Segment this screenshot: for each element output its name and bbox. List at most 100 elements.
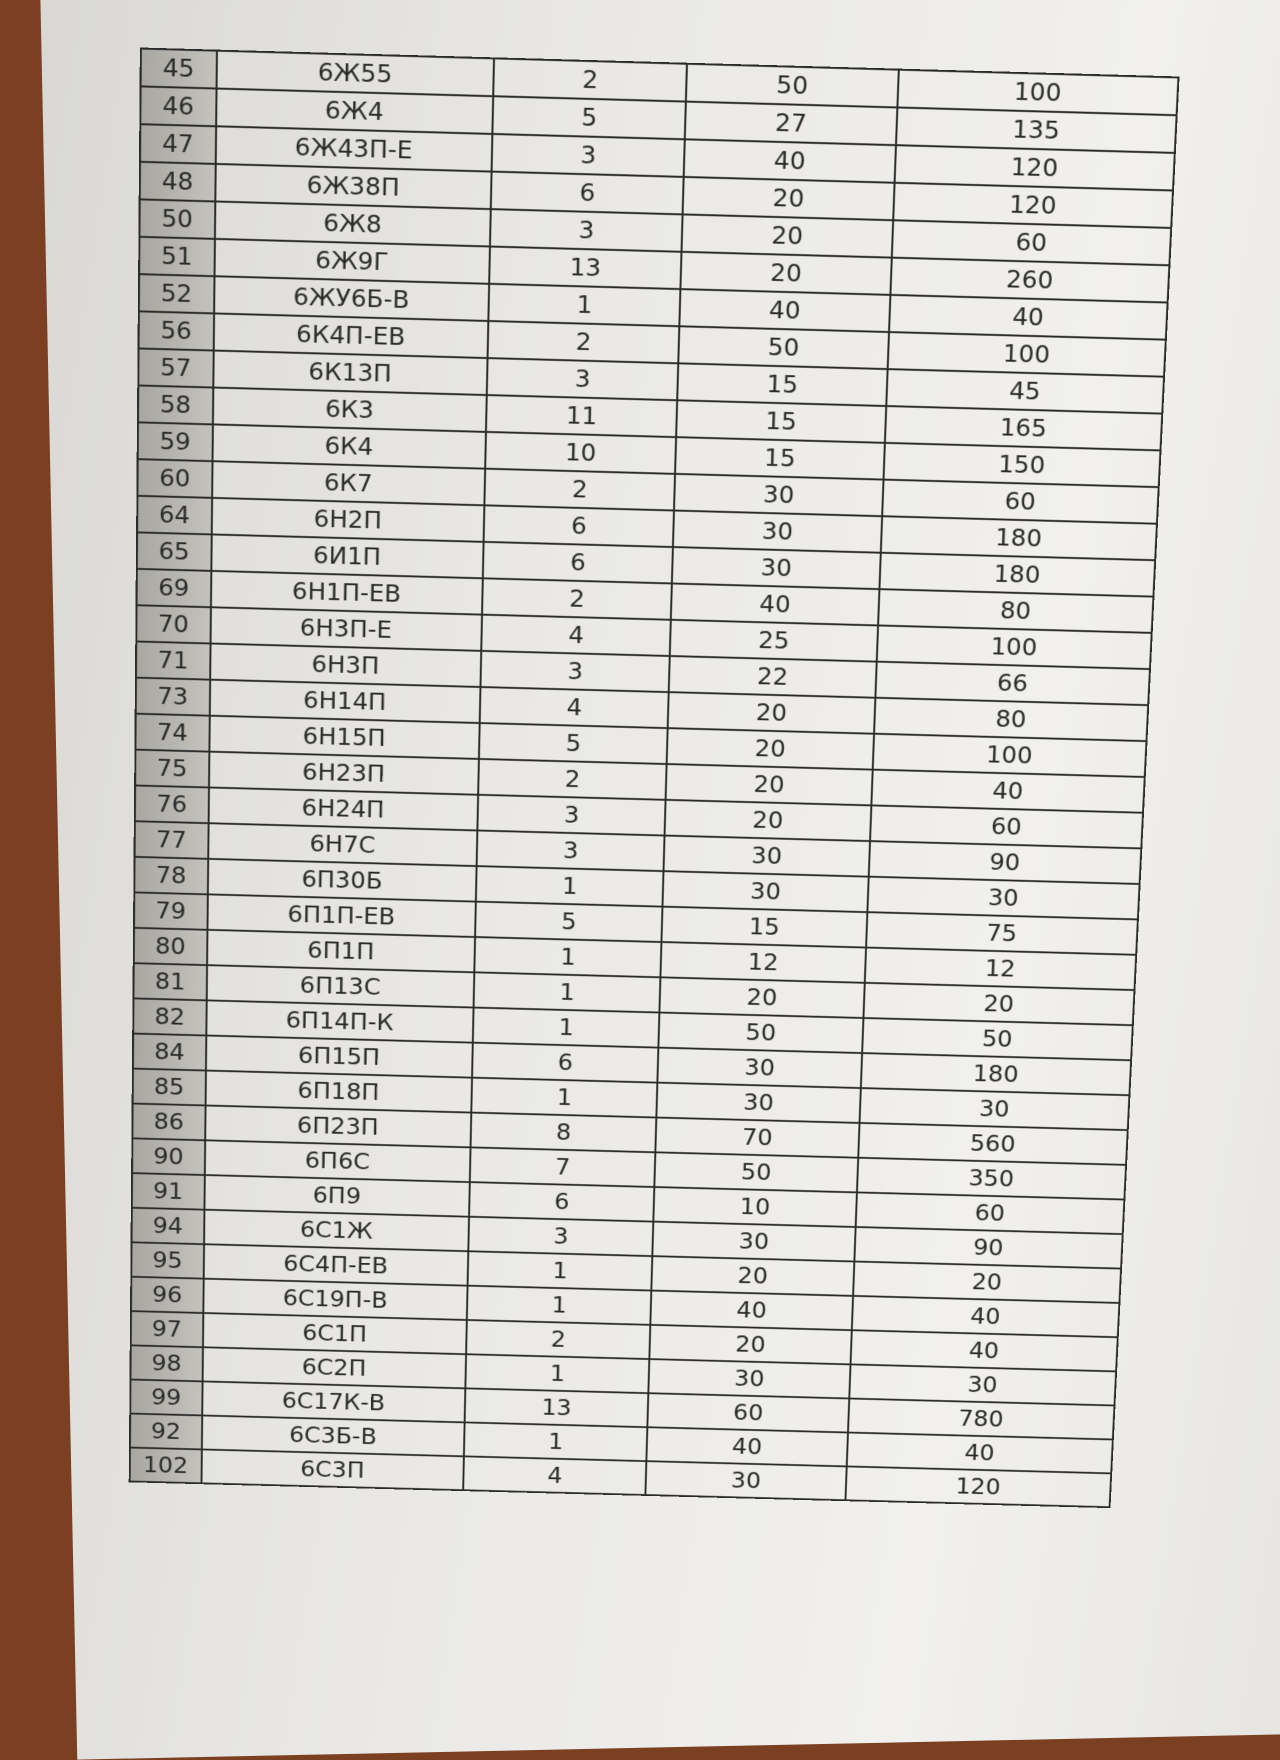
cell-qty: 1 bbox=[476, 866, 664, 907]
cell-num: 86 bbox=[132, 1104, 205, 1141]
cell-num: 65 bbox=[137, 532, 212, 570]
cell-num: 99 bbox=[130, 1379, 202, 1415]
cell-num: 73 bbox=[136, 678, 210, 716]
cell-price: 22 bbox=[669, 656, 876, 698]
cell-num: 91 bbox=[132, 1173, 205, 1210]
cell-price: 60 bbox=[648, 1393, 849, 1432]
cell-qty: 2 bbox=[478, 759, 667, 800]
cell-qty: 1 bbox=[473, 1008, 660, 1048]
cell-price: 40 bbox=[651, 1291, 853, 1331]
cell-num: 58 bbox=[138, 385, 213, 424]
cell-price: 40 bbox=[680, 289, 890, 332]
cell-price: 27 bbox=[685, 102, 897, 146]
cell-qty: 5 bbox=[475, 902, 663, 942]
cell-qty: 1 bbox=[465, 1354, 649, 1393]
cell-qty: 10 bbox=[485, 432, 676, 474]
cell-num: 76 bbox=[135, 785, 209, 823]
cell-num: 48 bbox=[140, 162, 216, 202]
cell-num: 45 bbox=[141, 49, 217, 89]
cell-num: 79 bbox=[134, 892, 207, 929]
cell-price: 30 bbox=[664, 836, 870, 877]
cell-price: 20 bbox=[668, 692, 875, 734]
cell-qty: 5 bbox=[479, 723, 668, 764]
cell-price: 30 bbox=[653, 1222, 856, 1262]
cell-num: 82 bbox=[133, 998, 206, 1035]
cell-price: 15 bbox=[675, 437, 884, 479]
cell-qty: 5 bbox=[492, 96, 686, 139]
cell-num: 52 bbox=[139, 274, 214, 313]
cell-price: 20 bbox=[650, 1325, 852, 1365]
cell-num: 80 bbox=[134, 928, 207, 965]
cell-price: 40 bbox=[671, 583, 879, 625]
cell-num: 57 bbox=[138, 348, 213, 387]
cell-num: 75 bbox=[135, 750, 209, 788]
cell-price: 20 bbox=[660, 977, 865, 1018]
cell-num: 56 bbox=[139, 311, 214, 350]
cell-price: 50 bbox=[686, 64, 898, 108]
cell-price: 30 bbox=[673, 511, 881, 553]
cell-qty: 4 bbox=[480, 687, 669, 728]
cell-num: 81 bbox=[133, 963, 206, 1000]
cell-num: 98 bbox=[130, 1345, 202, 1381]
cell-price: 30 bbox=[663, 871, 868, 912]
cell-qty: 11 bbox=[486, 395, 678, 437]
cell-price: 20 bbox=[652, 1256, 854, 1296]
cell-qty: 7 bbox=[470, 1147, 656, 1187]
cell-num: 69 bbox=[137, 569, 211, 607]
table-body: 45 6Ж55 2 50 100 46 6Ж4 5 27 135 47 6Ж43П-Е 3 40 120 48… bbox=[130, 49, 1179, 1508]
cell-price: 20 bbox=[667, 728, 874, 769]
cell-price: 20 bbox=[681, 252, 892, 295]
cell-price: 30 bbox=[674, 474, 883, 516]
cell-qty: 1 bbox=[464, 1422, 648, 1461]
cell-price: 12 bbox=[661, 942, 866, 983]
cell-price: 70 bbox=[656, 1118, 859, 1158]
cell-price: 30 bbox=[658, 1048, 862, 1088]
cell-num: 51 bbox=[139, 237, 214, 276]
cell-qty: 3 bbox=[476, 830, 664, 871]
cell-num: 90 bbox=[132, 1138, 205, 1175]
cell-qty: 6 bbox=[491, 172, 684, 215]
cell-price: 20 bbox=[666, 764, 872, 805]
cell-num: 97 bbox=[131, 1311, 203, 1347]
cell-num: 102 bbox=[130, 1448, 202, 1484]
cell-name: 6С3П bbox=[201, 1449, 464, 1490]
cell-price: 20 bbox=[665, 800, 871, 841]
cell-price: 15 bbox=[676, 400, 885, 443]
cell-qty: 6 bbox=[483, 505, 674, 547]
price-table-wrapper: 45 6Ж55 2 50 100 46 6Ж4 5 27 135 47 6Ж43П-Е 3 40 120 48… bbox=[129, 48, 1180, 1509]
cell-qty: 8 bbox=[470, 1113, 656, 1153]
cell-qty: 1 bbox=[467, 1251, 652, 1290]
cell-price: 15 bbox=[662, 907, 867, 948]
cell-price: 25 bbox=[670, 620, 878, 662]
cell-num: 59 bbox=[138, 422, 213, 461]
cell-price: 20 bbox=[683, 177, 894, 220]
cell-num: 71 bbox=[136, 641, 210, 679]
cell-qty: 1 bbox=[474, 937, 662, 977]
cell-total: 120 bbox=[845, 1466, 1111, 1507]
cell-price: 20 bbox=[682, 214, 893, 257]
cell-qty: 1 bbox=[473, 972, 660, 1012]
cell-price: 30 bbox=[649, 1359, 850, 1398]
cell-price: 30 bbox=[646, 1461, 847, 1500]
cell-price: 30 bbox=[672, 547, 880, 589]
cell-qty: 4 bbox=[463, 1456, 647, 1495]
cell-qty: 2 bbox=[493, 58, 687, 101]
cell-price: 50 bbox=[659, 1013, 863, 1054]
cell-qty: 2 bbox=[484, 469, 675, 511]
cell-qty: 3 bbox=[490, 209, 683, 252]
cell-num: 70 bbox=[136, 605, 210, 643]
cell-qty: 13 bbox=[489, 247, 682, 290]
price-table: 45 6Ж55 2 50 100 46 6Ж4 5 27 135 47 6Ж43П-Е 3 40 120 48… bbox=[129, 48, 1180, 1509]
cell-price: 15 bbox=[678, 363, 888, 406]
cell-qty: 6 bbox=[483, 542, 674, 584]
cell-qty: 6 bbox=[469, 1182, 655, 1222]
cell-qty: 3 bbox=[487, 358, 679, 400]
cell-qty: 6 bbox=[472, 1043, 659, 1083]
cell-num: 92 bbox=[130, 1414, 202, 1450]
cell-num: 64 bbox=[137, 496, 212, 535]
cell-num: 50 bbox=[139, 199, 214, 239]
cell-price: 10 bbox=[654, 1187, 857, 1227]
cell-qty: 1 bbox=[471, 1078, 658, 1118]
cell-qty: 4 bbox=[481, 615, 671, 656]
cell-qty: 1 bbox=[467, 1286, 652, 1325]
